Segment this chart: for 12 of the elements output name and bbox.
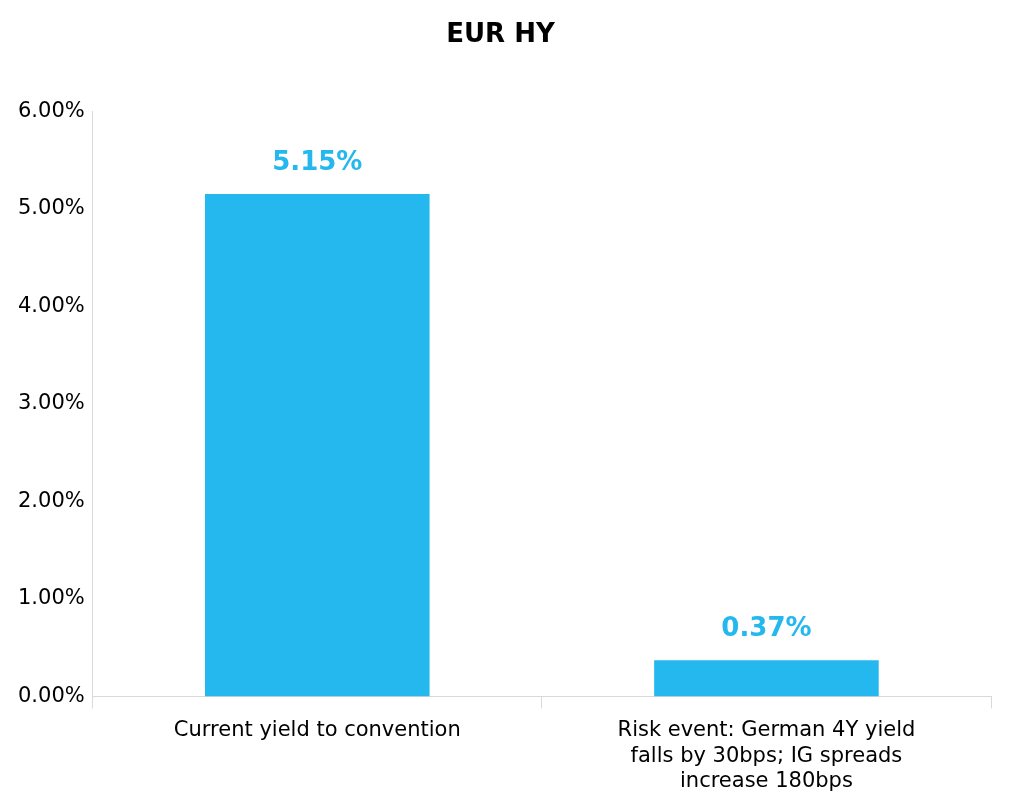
chart-title: EUR HY <box>446 18 556 49</box>
x-tick-label: Risk event: German 4Y yield falls by 30bps; IG spreads increase 180bps <box>617 717 916 792</box>
y-tick-label: 2.00% <box>17 487 85 512</box>
y-tick-label: 3.00% <box>17 390 85 415</box>
data-label: 5.15% <box>272 145 363 176</box>
x-tick-label: Current yield to convention <box>173 717 461 742</box>
y-tick-label: 6.00% <box>17 97 85 122</box>
y-tick-label: 5.00% <box>17 195 85 220</box>
y-tick-label: 4.00% <box>17 292 85 317</box>
y-tick-label: 1.00% <box>17 585 85 610</box>
data-label: 0.37% <box>721 612 812 643</box>
y-tick-label: 0.00% <box>17 682 85 707</box>
